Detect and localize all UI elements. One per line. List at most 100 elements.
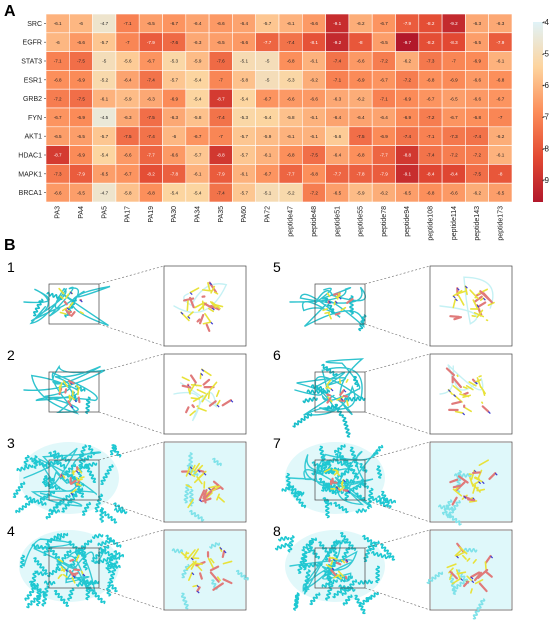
row-label: MAPK1	[18, 171, 42, 178]
heatmap-cell-label: -6.5	[496, 190, 504, 195]
heatmap-cell-label: -5.9	[124, 96, 132, 101]
column-label: peptide51	[334, 206, 341, 237]
structure-panel-number: 4	[7, 523, 15, 539]
heatmap-cell-label: -8.2	[426, 21, 434, 26]
colorbar-tick-label: -5	[542, 50, 550, 59]
heatmap-cell-label: -6.7	[450, 115, 458, 120]
heatmap-cell-label: -6.1	[54, 21, 62, 26]
heatmap-cell-label: -7.5	[77, 96, 85, 101]
heatmap-cell-label: -9.2	[450, 21, 458, 26]
protein-structure	[23, 364, 106, 415]
heatmap-cell-label: -5.3	[170, 59, 178, 64]
heatmap-cell-label: -7.5	[147, 115, 155, 120]
column-label: PA4	[78, 206, 85, 219]
heatmap-cell-label: -6.6	[310, 96, 318, 101]
heatmap-cell-label: -6.8	[426, 78, 434, 83]
heatmap-cell-label: -5.9	[263, 134, 271, 139]
column-label: peptide78	[381, 206, 388, 237]
heatmap-cell-label: -6.5	[54, 134, 62, 139]
heatmap-cell-label: -7.1	[380, 96, 388, 101]
heatmap-cell-label: -7.1	[333, 78, 341, 83]
heatmap-cell-label: -6.1	[193, 172, 201, 177]
heatmap-cell-label: -7.2	[54, 96, 62, 101]
heatmap-cell-label: -6.8	[287, 153, 295, 158]
heatmap-cell-label: -6.1	[310, 59, 318, 64]
heatmap-cell-label: -5.6	[124, 59, 132, 64]
zoom-region-box	[314, 371, 366, 413]
heatmap-cell-label: -7	[219, 78, 224, 83]
binding-site-inset	[429, 265, 513, 347]
row-label: SRC	[27, 21, 42, 28]
structure-panel-number: 3	[7, 435, 15, 451]
heatmap-cell-label: -6.8	[147, 190, 155, 195]
structure-panel-number: 2	[7, 347, 15, 363]
heatmap-cell-label: -5.2	[287, 190, 295, 195]
zoom-region-box	[48, 283, 100, 325]
column-label: peptide48	[311, 206, 318, 237]
heatmap-cell-label: -9.2	[333, 40, 341, 45]
heatmap-cell-label: -7.7	[333, 172, 341, 177]
heatmap-cell-label: -6.2	[310, 78, 318, 83]
row-label: FYN	[28, 115, 42, 122]
column-label: PA34	[194, 206, 201, 223]
heatmap-cell-label: -8	[359, 40, 364, 45]
heatmap-cell-label: -6.2	[403, 59, 411, 64]
heatmap-cell-label: -7.2	[310, 190, 318, 195]
heatmap-cell-label: -6.3	[473, 21, 481, 26]
heatmap-cell-label: -7.5	[473, 172, 481, 177]
heatmap-cell-label: -8.4	[426, 172, 434, 177]
row-label: BRCA1	[19, 190, 42, 197]
heatmap-cell-label: -5	[265, 78, 270, 83]
column-label: peptide143	[474, 206, 481, 241]
heatmap-cell-label: -6.1	[496, 153, 504, 158]
heatmap-cell-label: -7.9	[496, 40, 504, 45]
heatmap-cell-label: -6.6	[357, 59, 365, 64]
heatmap-cell-label: -9.7	[403, 40, 411, 45]
heatmap-cell-label: -6.6	[450, 190, 458, 195]
colorbar-tick-label: -8	[542, 144, 550, 153]
heatmap-cell-label: -7	[452, 59, 457, 64]
heatmap-cell-label: -7.3	[426, 59, 434, 64]
heatmap-cell-label: -6.5	[403, 190, 411, 195]
heatmap-cell-label: -6.2	[380, 190, 388, 195]
heatmap-cell-label: -7.9	[380, 172, 388, 177]
heatmap-cell-label: -7.4	[217, 190, 225, 195]
heatmap-cell-label: -7.4	[217, 115, 225, 120]
heatmap-cell-label: -5.7	[100, 40, 108, 45]
colorbar-ticks: -4 -5 -6 -7 -8 -9	[542, 18, 550, 185]
column-label: PA3	[55, 206, 62, 219]
row-label: HDAC1	[18, 153, 42, 160]
heatmap-cell-label: -7.7	[287, 172, 295, 177]
row-label: STAT3	[21, 59, 42, 66]
heatmap-cell-label: -6.4	[357, 115, 365, 120]
heatmap-cell-label: -6.4	[240, 21, 248, 26]
heatmap-cell-label: -5.3	[240, 115, 248, 120]
heatmap-cell-label: -7.7	[263, 40, 271, 45]
heatmap-cell-label: -6.1	[263, 153, 271, 158]
heatmap-cell-label: -7.6	[170, 40, 178, 45]
heatmap-cell-label: -8.1	[310, 40, 318, 45]
column-label: PA17	[125, 206, 132, 223]
heatmap-cell-label: -6.7	[263, 172, 271, 177]
heatmap-cell-label: -6.9	[473, 59, 481, 64]
binding-site-inset	[163, 441, 247, 523]
column-label: peptide173	[497, 206, 504, 241]
protein-structure	[12, 442, 128, 524]
heatmap-cell-label: -7.9	[403, 21, 411, 26]
column-label: PA60	[241, 206, 248, 223]
heatmap-cell-label: -8.7	[54, 153, 62, 158]
heatmap-cell-label: -8.3	[450, 40, 458, 45]
heatmap-cell-label: -6.3	[333, 96, 341, 101]
heatmap-cell-label: -6.3	[147, 96, 155, 101]
heatmap-cell-label: -9.1	[333, 21, 341, 26]
binding-site-inset	[163, 353, 247, 435]
protein-structure	[23, 285, 111, 327]
heatmap-cell-label: -5.7	[240, 190, 248, 195]
binding-site-inset	[429, 353, 513, 435]
heatmap-cell-label: -6.5	[333, 190, 341, 195]
column-label: PA19	[148, 206, 155, 223]
heatmap-cell-label: -5.4	[263, 115, 271, 120]
column-label: peptide55	[358, 206, 365, 237]
structure-panel: 3	[7, 435, 247, 524]
heatmap-cell-label: -6.6	[240, 40, 248, 45]
